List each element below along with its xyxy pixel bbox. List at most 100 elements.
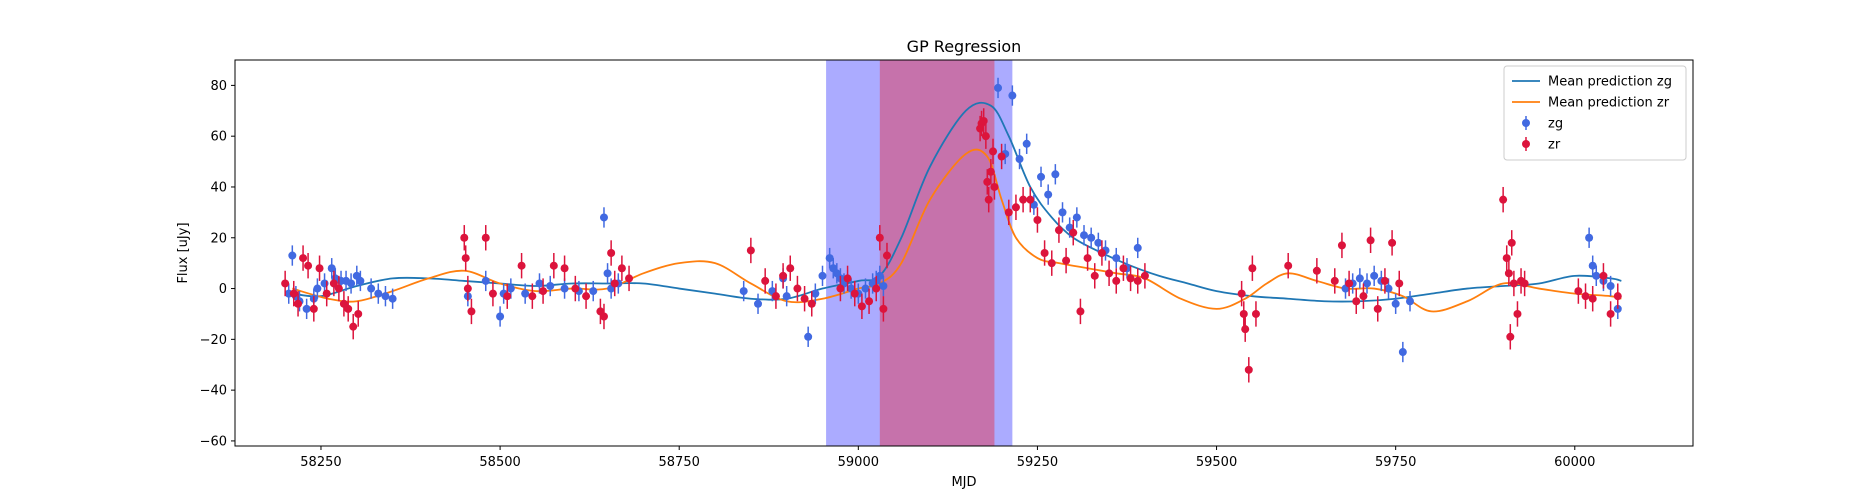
x-tick-label: 59250 xyxy=(1017,455,1058,470)
x-axis-ticks: 58250 58500 58750 59000 59250 59500 59750 60000 xyxy=(300,446,1595,470)
data-point-zr xyxy=(979,116,988,125)
data-point-zr xyxy=(1599,271,1608,280)
data-point-zr xyxy=(488,289,497,298)
data-point-zr xyxy=(1359,292,1368,301)
data-point-zg xyxy=(875,271,884,280)
data-point-zg xyxy=(521,289,530,298)
legend-box xyxy=(1503,65,1687,161)
data-point-zr xyxy=(1613,292,1622,301)
data-point-zr xyxy=(467,307,476,316)
data-point-zr xyxy=(1133,276,1142,285)
x-tick-label: 58750 xyxy=(659,455,700,470)
data-point-zg xyxy=(481,276,490,285)
data-point-zr xyxy=(981,132,990,141)
data-point-zr xyxy=(1330,276,1339,285)
data-point-zg xyxy=(804,332,813,341)
data-point-zg xyxy=(313,284,322,293)
x-tick-label: 59000 xyxy=(838,455,879,470)
data-point-zr xyxy=(1251,309,1260,318)
data-point-zg xyxy=(1585,233,1594,242)
data-point-zg xyxy=(1022,139,1031,148)
data-point-zr xyxy=(1040,249,1049,257)
data-point-zr xyxy=(1126,274,1135,283)
data-point-zg xyxy=(356,276,365,285)
shaded-region-2 xyxy=(879,60,995,446)
data-point-zg xyxy=(1405,297,1414,306)
y-axis-ticks: −60 −40 −20 0 20 40 60 80 xyxy=(200,79,235,449)
data-point-zr xyxy=(843,274,852,283)
legend: Mean prediction zg Mean prediction zr zg zr xyxy=(1503,65,1687,161)
data-point-zr xyxy=(1506,332,1515,341)
data-point-zg xyxy=(560,284,569,293)
data-point-zg xyxy=(739,287,748,296)
data-point-zr xyxy=(294,299,303,308)
data-point-zg xyxy=(388,294,397,303)
y-tick-label: −40 xyxy=(200,384,227,399)
data-point-zg xyxy=(1037,172,1046,181)
data-point-zr xyxy=(1026,195,1035,204)
data-point-zr xyxy=(1062,256,1071,265)
data-point-zg xyxy=(599,213,608,222)
data-point-zr xyxy=(1380,276,1389,285)
data-point-zg xyxy=(288,251,297,260)
data-point-zg xyxy=(1370,271,1379,280)
data-point-zg xyxy=(1058,208,1067,217)
data-point-zg xyxy=(861,284,870,293)
data-point-zr xyxy=(503,292,512,301)
data-point-zr xyxy=(481,233,490,242)
data-point-zr xyxy=(1076,307,1085,316)
data-point-zg xyxy=(1112,254,1121,263)
data-point-zr xyxy=(1004,208,1013,217)
data-point-zr xyxy=(539,287,548,296)
data-point-zr xyxy=(334,284,343,293)
data-point-zr xyxy=(528,292,537,301)
data-point-zr xyxy=(1395,279,1404,288)
data-point-zr xyxy=(354,309,363,318)
legend-label: Mean prediction zg xyxy=(1548,75,1672,90)
data-point-zr xyxy=(779,271,788,280)
data-point-zr xyxy=(997,152,1006,161)
data-point-zr xyxy=(872,284,881,293)
y-tick-label: −20 xyxy=(200,333,227,348)
data-point-zr xyxy=(990,182,999,191)
data-point-zr xyxy=(599,312,608,321)
data-point-zr xyxy=(281,279,290,288)
data-point-zr xyxy=(986,167,995,176)
data-point-zr xyxy=(1520,279,1529,288)
data-point-zg xyxy=(535,279,544,288)
data-point-zr xyxy=(289,289,298,298)
data-point-zr xyxy=(560,264,569,273)
data-point-zr xyxy=(857,302,866,311)
y-tick-label: −60 xyxy=(200,434,227,449)
data-point-zr xyxy=(315,264,324,273)
data-point-zg xyxy=(1008,91,1017,100)
data-point-zr xyxy=(610,279,619,288)
data-point-zr xyxy=(1241,325,1250,334)
data-point-zr xyxy=(309,304,318,313)
data-point-zr xyxy=(344,304,353,313)
data-point-zr xyxy=(322,289,331,298)
plot-frame xyxy=(234,59,1694,447)
data-point-zr xyxy=(1574,287,1583,296)
data-point-zr xyxy=(460,233,469,242)
data-point-zg xyxy=(506,284,515,293)
data-point-zr xyxy=(879,304,888,313)
data-point-zg xyxy=(879,282,888,291)
data-point-zr xyxy=(1083,254,1092,263)
data-point-zr xyxy=(607,249,616,257)
data-point-zg xyxy=(367,284,376,293)
data-point-zg xyxy=(818,271,827,280)
series-zg xyxy=(284,77,1622,363)
data-point-zr xyxy=(1606,309,1615,318)
data-point-zr xyxy=(1352,297,1361,306)
data-point-zr xyxy=(1033,215,1042,224)
y-tick-label: 60 xyxy=(210,130,227,145)
y-tick-label: 20 xyxy=(210,231,227,246)
data-points xyxy=(281,77,1622,383)
x-tick-label: 58250 xyxy=(300,455,341,470)
data-point-zr xyxy=(625,274,634,283)
data-point-zr xyxy=(349,322,358,331)
data-point-zr xyxy=(1502,254,1511,263)
x-tick-label: 59500 xyxy=(1196,455,1237,470)
